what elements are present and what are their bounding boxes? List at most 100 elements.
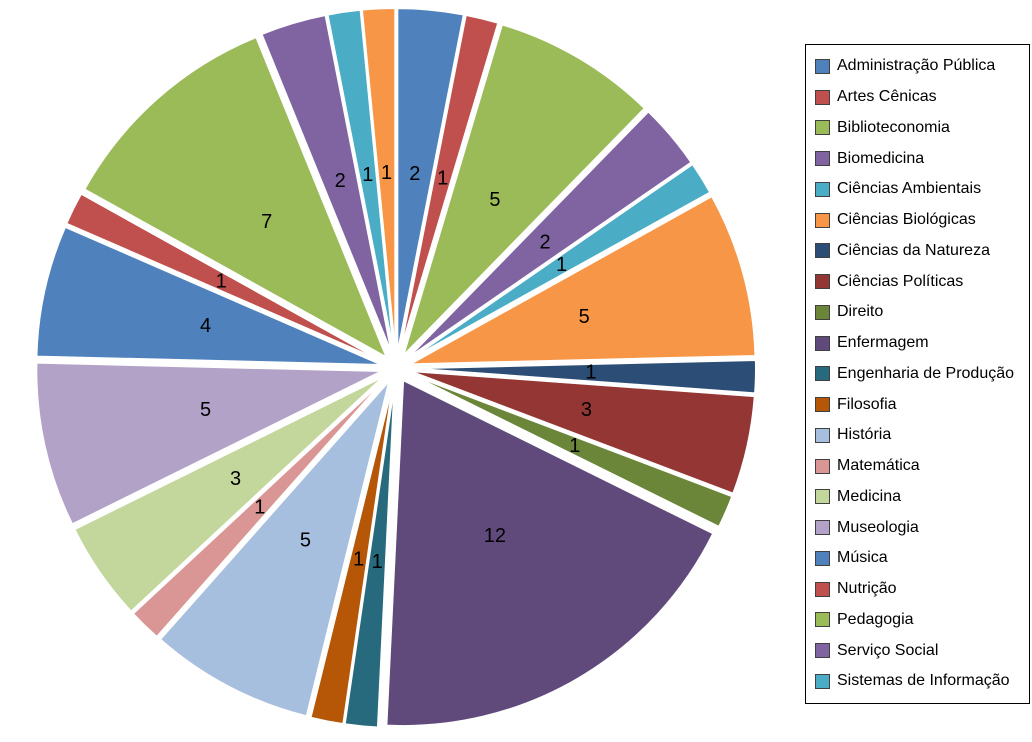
legend-item-label: Administração Pública (837, 57, 996, 75)
pie-slice (409, 370, 756, 495)
legend-swatch (815, 151, 830, 167)
legend-swatch (815, 274, 830, 290)
legend-swatch (815, 458, 830, 474)
slice-value-label: 1 (254, 497, 265, 519)
slice-value-label: 1 (437, 168, 448, 190)
legend-item-label: Engenharia de Produção (837, 364, 1015, 382)
legend-item-label: Nutrição (837, 580, 897, 598)
legend-item-label: Museologia (837, 518, 919, 536)
pie-slice (409, 358, 757, 395)
slice-value-label: 1 (569, 435, 580, 457)
slice-value-label: 3 (230, 468, 241, 490)
pie-slice (360, 7, 397, 355)
legend-swatch (815, 612, 830, 628)
legend-item: Pedagogia (815, 610, 1021, 628)
legend-item: Filosofia (815, 395, 1021, 413)
slice-value-label: 1 (381, 162, 392, 184)
legend-item: Enfermagem (815, 335, 1021, 351)
legend-item-label: Pedagogia (837, 610, 914, 628)
legend-item-label: Sistemas de Informação (837, 672, 1010, 690)
legend-item: Nutrição (815, 581, 1021, 597)
legend-swatch (815, 427, 830, 443)
legend-item-label: Enfermagem (837, 334, 929, 352)
legend-item: Medicina (815, 487, 1021, 505)
pie-slice (82, 35, 389, 360)
pie-slice (326, 8, 395, 355)
slice-value-label: 5 (200, 399, 211, 421)
pie-slice (385, 378, 715, 728)
legend-item-label: Ciências da Natureza (837, 241, 990, 259)
slice-value-label: 3 (581, 399, 592, 421)
legend-item: Engenharia de Produção (815, 364, 1021, 382)
pie-slice (407, 162, 712, 362)
pie-slice (35, 225, 383, 366)
legend-item-label: Filosofia (837, 395, 897, 413)
slice-value-label: 5 (579, 306, 590, 328)
slice-value-label: 1 (216, 271, 227, 293)
pie-slice (64, 192, 384, 363)
pie-slice (309, 381, 395, 726)
legend-item: Administração Pública (815, 58, 1021, 74)
legend-item: Ciências Ambientais (815, 181, 1021, 197)
slice-value-label: 7 (261, 211, 272, 233)
legend-item-label: Ciências Biológicas (837, 211, 976, 229)
slice-value-label: 1 (372, 551, 383, 573)
pie-slice (35, 361, 383, 526)
slice-value-label: 1 (585, 362, 596, 384)
legend-swatch (815, 581, 830, 597)
legend-swatch (815, 335, 830, 351)
slice-value-label: 1 (353, 548, 364, 570)
legend-item: Matemática (815, 458, 1021, 474)
legend-item: Ciências Políticas (815, 272, 1021, 290)
legend-swatch (815, 89, 830, 105)
legend-swatch (815, 304, 830, 320)
legend-item: Ciências da Natureza (815, 241, 1021, 259)
legend-item-label: Ciências Políticas (837, 272, 964, 290)
pie-slice (402, 23, 647, 357)
legend-item-label: Medicina (837, 487, 902, 505)
legend-item-label: Biomedicina (837, 149, 925, 167)
legend-item: Ciências Biológicas (815, 212, 1021, 228)
legend-swatch (815, 243, 830, 259)
legend-swatch (815, 550, 830, 566)
slice-value-label: 5 (300, 530, 311, 552)
pie-slice (260, 13, 393, 355)
pie-slice (131, 377, 387, 639)
slice-value-label: 2 (539, 231, 550, 253)
legend-swatch (815, 120, 830, 136)
legend-item: História (815, 427, 1021, 443)
legend-swatch (815, 673, 830, 689)
legend-item: Biblioteconomia (815, 118, 1021, 136)
slice-value-label: 1 (556, 254, 567, 276)
pie-slice (158, 379, 391, 718)
legend-item: Museologia (815, 518, 1021, 536)
legend-swatch (815, 366, 830, 382)
legend-item-label: Serviço Social (837, 641, 939, 659)
legend-swatch (815, 489, 830, 505)
legend-item-label: Matemática (837, 457, 920, 475)
legend-item-label: Direito (837, 303, 884, 321)
legend-item-label: Biblioteconomia (837, 118, 950, 136)
pie-slice (405, 109, 693, 360)
legend-swatch (815, 58, 830, 74)
chart-legend: Administração Pública Artes Cênicas Biblio… (805, 44, 1030, 704)
legend-item-label: Música (837, 549, 888, 567)
legend-swatch (815, 520, 830, 536)
slice-value-label: 4 (200, 315, 211, 337)
legend-swatch (815, 397, 830, 413)
legend-item-label: Ciências Ambientais (837, 180, 982, 198)
pie-slice (343, 381, 396, 729)
legend-item: Direito (815, 304, 1021, 320)
legend-item: Serviço Social (815, 641, 1021, 659)
slice-value-label: 12 (484, 525, 506, 547)
slice-value-label: 5 (489, 189, 500, 211)
pie-slice (409, 194, 757, 366)
legend-swatch (815, 212, 830, 228)
legend-item: Sistemas de Informação (815, 673, 1021, 689)
pie-slice (72, 375, 386, 613)
legend-item-label: História (837, 426, 892, 444)
legend-item-label: Artes Cênicas (837, 88, 937, 106)
legend-swatch (815, 643, 830, 659)
slice-value-label: 2 (409, 163, 420, 185)
